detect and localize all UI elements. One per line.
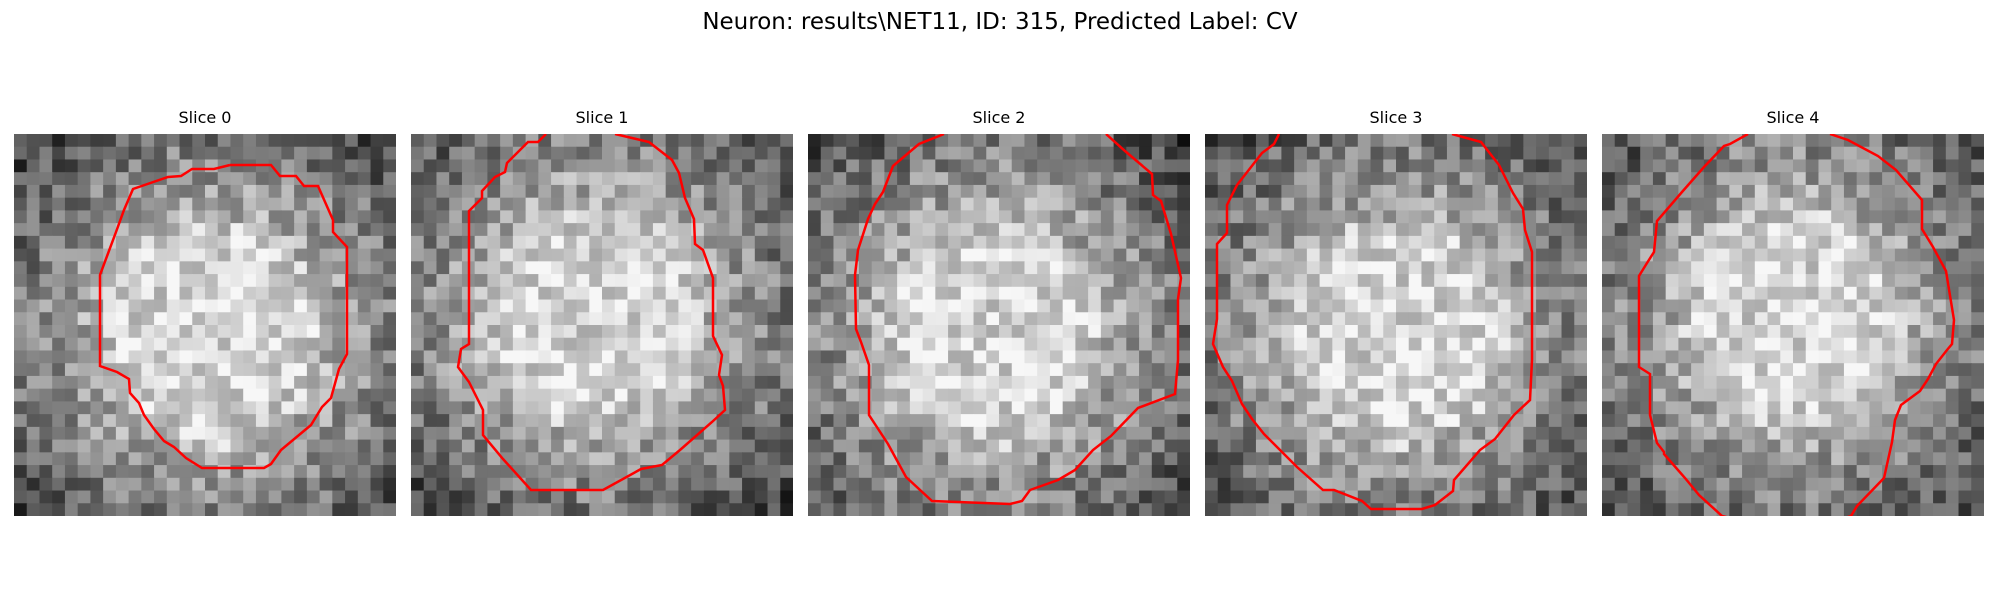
slice-panel-1: Slice 1 bbox=[411, 108, 793, 516]
slice-title: Slice 3 bbox=[1369, 108, 1423, 127]
slice-panel-0: Slice 0 bbox=[14, 108, 396, 516]
slice-image-2 bbox=[808, 134, 1190, 516]
slice-panel-2: Slice 2 bbox=[808, 108, 1190, 516]
roi-outline bbox=[1637, 134, 1956, 516]
roi-outline bbox=[456, 134, 727, 492]
grayscale-pixels bbox=[14, 134, 396, 516]
figure-title: Neuron: results\NET11, ID: 315, Predicte… bbox=[702, 9, 1298, 35]
slice-image-3 bbox=[1205, 134, 1587, 516]
slice-title: Slice 2 bbox=[972, 108, 1026, 127]
slice-title: Slice 0 bbox=[178, 108, 232, 127]
grayscale-pixels bbox=[411, 134, 793, 516]
slice-panel-4: Slice 4 bbox=[1602, 108, 1984, 516]
grayscale-pixels bbox=[1205, 134, 1587, 516]
roi-outline bbox=[98, 163, 349, 470]
roi-outline bbox=[853, 134, 1183, 506]
slice-title: Slice 1 bbox=[575, 108, 629, 127]
grayscale-pixels bbox=[808, 134, 1190, 516]
slice-title: Slice 4 bbox=[1766, 108, 1820, 127]
slice-image-0 bbox=[14, 134, 396, 516]
roi-outline bbox=[1211, 134, 1534, 511]
slice-image-4 bbox=[1602, 134, 1984, 516]
slice-image-1 bbox=[411, 134, 793, 516]
slice-panel-3: Slice 3 bbox=[1205, 108, 1587, 516]
grayscale-pixels bbox=[1602, 134, 1984, 516]
